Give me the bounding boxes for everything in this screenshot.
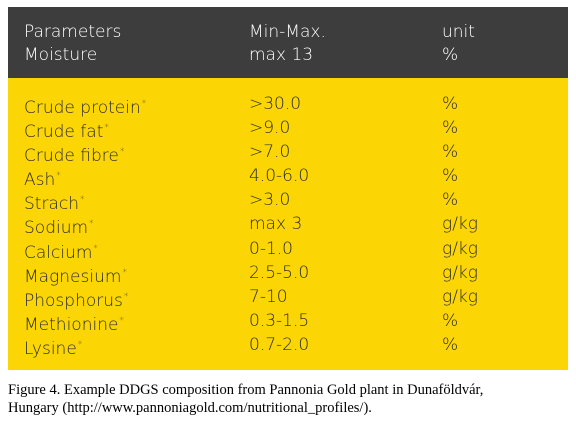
param-name: Phosphorus* <box>24 290 129 311</box>
figure-caption: Figure 4. Example DDGS composition from … <box>8 381 568 417</box>
param-name: Ash* <box>24 170 61 191</box>
table-row: Ash* 4.0-6.0 % <box>8 165 568 191</box>
table-header: Parameters Min-Max. unit Moisture max 13… <box>8 7 568 78</box>
moisture-unit: % <box>442 45 459 65</box>
footnote-mark: * <box>77 339 83 350</box>
param-unit: % <box>442 118 459 139</box>
param-unit: % <box>442 334 459 355</box>
param-value: max 3 <box>249 214 303 235</box>
footnote-mark: * <box>123 291 129 302</box>
param-name: Magnesium* <box>24 266 127 287</box>
param-name: Crude protein* <box>24 98 147 118</box>
param-unit: g/kg <box>442 262 478 283</box>
footnote-mark: * <box>56 171 61 182</box>
footnote-mark: * <box>104 123 109 134</box>
table-row: Sodium* max 3 g/kg <box>8 213 568 239</box>
param-name: Crude fibre* <box>24 146 125 167</box>
moisture-label: Moisture <box>24 45 98 65</box>
table-row: Crude fat* >9.0 % <box>8 117 568 143</box>
param-unit: % <box>442 310 459 331</box>
param-value: >7.0 <box>249 142 291 163</box>
header-unit: unit <box>442 22 475 42</box>
param-value: 0.7-2.0 <box>249 334 310 355</box>
param-value: 7-10 <box>249 286 288 307</box>
table-body: Crude protein* >30.0 % Crude fat* >9.0 %… <box>8 93 568 359</box>
param-value: >30.0 <box>249 94 302 114</box>
param-value: 0.3-1.5 <box>249 310 310 331</box>
param-value: >9.0 <box>249 118 291 139</box>
footnote-mark: * <box>79 195 85 206</box>
param-value: 0-1.0 <box>249 238 293 259</box>
table-row: Magnesium* 2.5-5.0 g/kg <box>8 262 568 287</box>
param-unit: g/kg <box>442 286 478 307</box>
header-parameters: Parameters <box>24 22 122 42</box>
footnote-mark: * <box>122 267 127 278</box>
param-name: Methionine* <box>24 314 124 335</box>
param-name: Lysine* <box>24 338 83 359</box>
footnote-mark: * <box>93 243 98 254</box>
table-row: Methionine* 0.3-1.5 % <box>8 310 568 335</box>
footnote-mark: * <box>119 315 124 326</box>
footnote-mark: * <box>119 147 125 158</box>
table-row: Calcium* 0-1.0 g/kg <box>8 238 568 263</box>
param-unit: % <box>442 190 459 211</box>
composition-table-figure: Parameters Min-Max. unit Moisture max 13… <box>8 7 568 370</box>
footnote-mark: * <box>89 219 94 230</box>
param-value: 4.0-6.0 <box>249 166 310 187</box>
caption-line-1: Figure 4. Example DDGS composition from … <box>8 382 484 398</box>
param-unit: g/kg <box>442 238 478 259</box>
param-name: Sodium* <box>24 218 94 239</box>
table-row: Lysine* 0.7-2.0 % <box>8 334 568 359</box>
moisture-value: max 13 <box>249 45 314 65</box>
table-row: Crude fibre* >7.0 % <box>8 141 568 167</box>
header-row-moisture: Moisture max 13 % <box>8 44 568 68</box>
param-name: Calcium* <box>24 242 98 263</box>
table-row: Strach* >3.0 % <box>8 189 568 215</box>
caption-line-2: Hungary (http://www.pannoniagold.com/nut… <box>8 400 372 416</box>
param-value: >3.0 <box>249 190 291 211</box>
param-name: Crude fat* <box>24 122 109 143</box>
footnote-mark: * <box>141 99 147 109</box>
param-unit: % <box>442 94 459 114</box>
param-value: 2.5-5.0 <box>249 262 310 283</box>
param-unit: % <box>442 142 459 163</box>
table-row: Phosphorus* 7-10 g/kg <box>8 286 568 311</box>
param-name: Strach* <box>24 194 85 215</box>
header-min-max: Min-Max. <box>249 22 326 42</box>
table-row: Crude protein* >30.0 % <box>8 93 568 118</box>
header-row-parameters: Parameters Min-Max. unit <box>8 21 568 45</box>
param-unit: % <box>442 166 459 187</box>
param-unit: g/kg <box>442 214 478 235</box>
